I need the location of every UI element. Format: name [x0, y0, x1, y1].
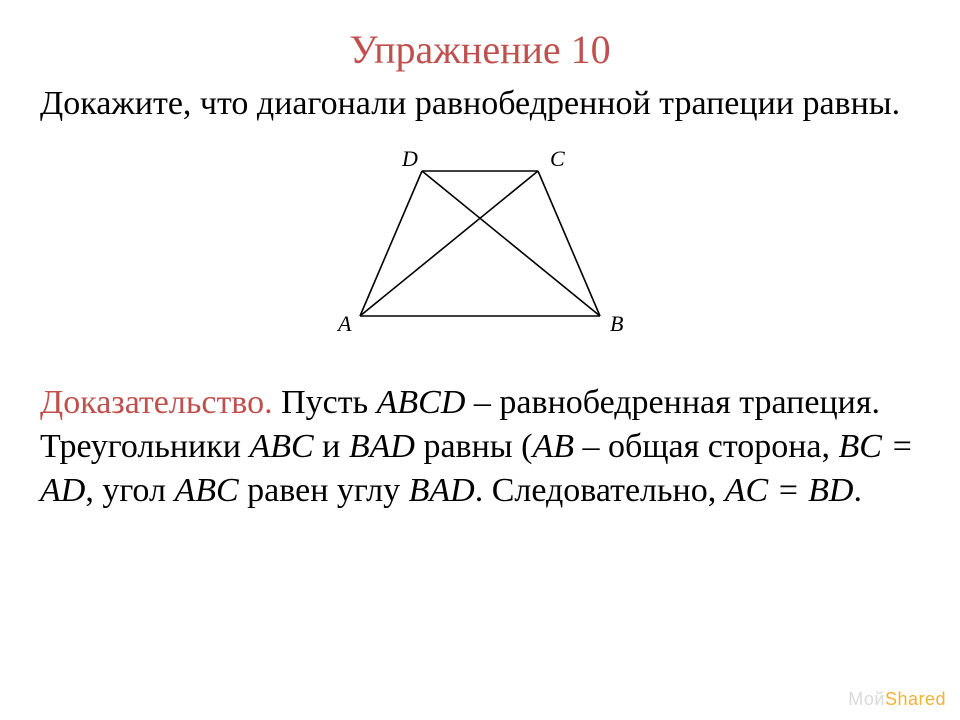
proof-seg: , угол	[85, 472, 174, 509]
proof-seg: равны (	[415, 428, 533, 465]
proof-var: AB	[532, 428, 574, 465]
slide: Упражнение 10 Докажите, что диагонали ра…	[0, 0, 960, 720]
edge-DA	[360, 171, 422, 316]
proof-var: ABC	[249, 428, 313, 465]
watermark-part1: Мой	[848, 689, 885, 709]
proof-seg: и	[314, 428, 349, 465]
proof-var: AC = BD	[725, 472, 854, 509]
proof-seg: . Следовательно,	[475, 472, 725, 509]
problem-statement: Докажите, что диагонали равнобедренной т…	[40, 83, 920, 126]
vertex-label-B: B	[610, 311, 623, 336]
proof-text: Доказательство. Пусть ABCD – равнобедрен…	[40, 381, 920, 514]
edge-BC	[538, 171, 600, 316]
vertex-label-D: D	[401, 146, 418, 171]
proof-var: ABC	[174, 472, 238, 509]
proof-var: BAD	[349, 428, 415, 465]
proof-seg: равен углу	[239, 472, 409, 509]
watermark-part2: Shared	[885, 689, 946, 709]
watermark: МойShared	[848, 689, 946, 710]
proof-seg: – общая сторона,	[574, 428, 839, 465]
trapezoid-figure: A B C D	[40, 136, 920, 351]
trapezoid-diagram: A B C D	[320, 136, 640, 346]
vertex-label-A: A	[336, 311, 352, 336]
vertex-label-C: C	[550, 146, 565, 171]
proof-var: BAD	[409, 472, 475, 509]
proof-var: ABCD	[377, 384, 466, 421]
exercise-title: Упражнение 10	[40, 26, 920, 73]
proof-seg: .	[853, 472, 862, 509]
proof-label: Доказательство.	[40, 384, 273, 421]
proof-seg: Пусть	[273, 384, 377, 421]
